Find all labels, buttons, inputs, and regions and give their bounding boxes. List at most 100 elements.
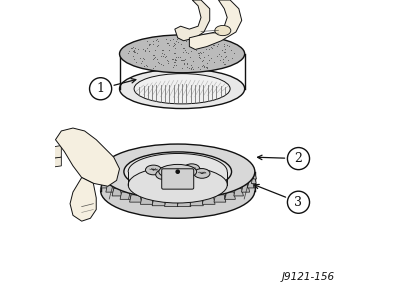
Ellipse shape — [128, 166, 227, 203]
Point — [213, 43, 220, 48]
Point — [170, 41, 176, 46]
Ellipse shape — [145, 165, 161, 175]
Point — [201, 64, 207, 68]
Point — [139, 47, 146, 51]
Point — [178, 57, 184, 62]
Point — [203, 65, 209, 69]
Point — [195, 51, 202, 56]
Point — [160, 54, 166, 58]
Ellipse shape — [124, 152, 231, 191]
Polygon shape — [105, 185, 113, 192]
Point — [198, 63, 205, 68]
Point — [220, 41, 227, 46]
Point — [156, 61, 162, 65]
Point — [146, 41, 152, 46]
Polygon shape — [190, 198, 203, 206]
Point — [164, 61, 171, 65]
Polygon shape — [224, 192, 235, 199]
Point — [186, 66, 192, 71]
Point — [161, 52, 167, 56]
Point — [170, 56, 176, 61]
Point — [150, 55, 156, 60]
Point — [155, 42, 161, 47]
Point — [189, 67, 196, 71]
Point — [183, 62, 190, 66]
Point — [171, 56, 178, 61]
Point — [128, 46, 135, 51]
Circle shape — [287, 148, 309, 170]
Point — [202, 64, 208, 69]
Point — [188, 48, 194, 53]
Point — [215, 42, 221, 46]
Polygon shape — [253, 172, 256, 179]
Point — [221, 47, 227, 51]
Point — [207, 39, 214, 44]
Point — [141, 48, 148, 52]
Polygon shape — [140, 197, 153, 204]
Point — [203, 40, 210, 45]
Polygon shape — [241, 185, 249, 192]
Point — [207, 55, 213, 60]
Point — [221, 50, 228, 54]
Point — [190, 46, 196, 50]
Point — [151, 55, 157, 59]
Point — [180, 58, 187, 63]
Point — [136, 56, 143, 61]
Point — [157, 54, 164, 58]
Point — [196, 66, 202, 71]
Point — [173, 37, 180, 41]
Polygon shape — [174, 0, 209, 41]
Point — [181, 46, 187, 50]
Point — [146, 48, 152, 53]
Point — [176, 55, 183, 60]
Point — [220, 50, 226, 54]
Point — [224, 57, 231, 62]
Point — [178, 66, 184, 70]
Point — [159, 47, 165, 52]
Point — [149, 39, 156, 43]
Point — [203, 42, 210, 47]
Point — [146, 43, 152, 48]
Point — [223, 54, 229, 59]
Point — [184, 50, 190, 55]
Ellipse shape — [155, 170, 171, 180]
Ellipse shape — [100, 144, 254, 199]
Ellipse shape — [183, 164, 199, 173]
Ellipse shape — [119, 69, 244, 109]
Point — [203, 66, 210, 70]
Point — [219, 60, 226, 64]
Ellipse shape — [158, 164, 196, 179]
Point — [195, 54, 201, 59]
Point — [172, 38, 179, 43]
Point — [132, 50, 138, 55]
Point — [225, 43, 231, 48]
Point — [187, 63, 193, 67]
Point — [192, 44, 198, 49]
Point — [162, 54, 168, 58]
Point — [151, 48, 158, 52]
Point — [221, 62, 227, 66]
Point — [193, 42, 200, 47]
Point — [183, 39, 189, 43]
Point — [205, 43, 211, 48]
Point — [151, 53, 157, 57]
Polygon shape — [100, 144, 254, 191]
Polygon shape — [189, 0, 241, 49]
Point — [172, 54, 179, 59]
Point — [138, 58, 145, 63]
Point — [152, 64, 158, 69]
Point — [160, 62, 166, 67]
Point — [189, 41, 195, 46]
Point — [165, 43, 172, 47]
Point — [194, 41, 201, 46]
Polygon shape — [251, 176, 255, 184]
Polygon shape — [112, 189, 122, 196]
Point — [206, 47, 212, 51]
Point — [221, 62, 227, 66]
Point — [195, 53, 201, 58]
Point — [178, 58, 184, 63]
Circle shape — [287, 191, 309, 213]
Point — [169, 37, 175, 42]
Point — [129, 45, 136, 50]
Point — [172, 41, 178, 46]
